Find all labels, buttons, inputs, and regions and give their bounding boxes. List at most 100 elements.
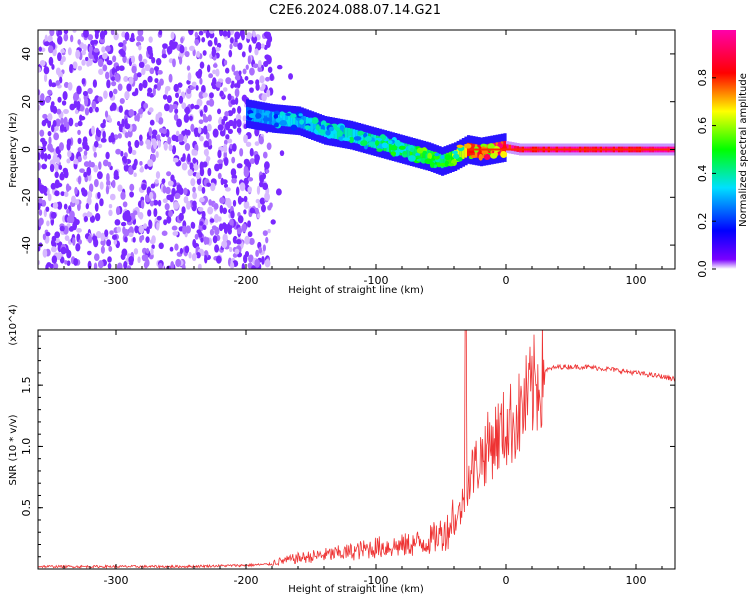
noise-speck [219,90,224,97]
noise-speck [77,120,83,127]
noise-speck [241,262,246,269]
signal-blob [452,150,458,155]
noise-speck [97,96,103,103]
x-tick-label: 100 [626,274,647,287]
noise-speck [177,82,183,88]
noise-speck [258,136,264,145]
noise-speck [230,37,234,44]
noise-speck [138,61,145,69]
noise-speck [255,249,259,258]
noise-speck [60,191,65,197]
noise-speck [53,132,60,141]
noise-speck [98,161,102,170]
signal-blob [290,113,297,119]
noise-speck [223,139,228,146]
noise-speck [151,129,158,136]
signal-blob [434,154,440,160]
signal-band-core [363,132,367,146]
noise-speck [38,66,41,73]
noise-speck [143,223,148,229]
noise-speck [118,105,123,113]
noise-speck [62,91,68,101]
noise-speck [197,206,204,212]
noise-speck [51,235,57,242]
noise-speck [178,212,184,222]
noise-speck [161,53,168,59]
noise-speck [124,91,130,100]
noise-speck [183,196,189,204]
noise-speck [93,178,99,188]
noise-speck [190,103,195,110]
colorbar-ticks: 0.0 0.2 0.4 0.6 0.8 [696,69,716,278]
noise-speck [117,133,122,139]
noise-speck [225,67,230,74]
noise-speck [207,206,214,215]
noise-speck [138,225,145,234]
noise-speck [47,193,52,202]
noise-speck [219,129,226,137]
noise-speck [120,253,126,260]
noise-speck [247,80,254,85]
noise-speck [92,103,97,109]
noise-speck [221,179,228,185]
noise-speck [120,191,126,200]
noise-speck [93,262,98,269]
signal-band-core [438,153,442,168]
noise-speck [266,89,271,98]
noise-speck [42,248,48,258]
noise-speck [157,199,162,207]
noise-speck [211,48,216,58]
noise-speck [237,195,243,205]
noise-speck [45,206,50,212]
noise-speck [208,73,214,79]
noise-speck [229,218,234,226]
noise-speck [237,42,243,51]
noise-speck [234,88,240,98]
noise-speck [72,237,76,246]
colorbar-gradient [712,30,736,269]
noise-speck [59,225,65,232]
noise-speck [203,149,208,156]
noise-speck [98,68,104,75]
noise-speck [110,102,117,111]
noise-speck [208,98,215,107]
signal-band-core [451,150,455,165]
signal-blob [481,150,489,155]
noise-speck [264,192,270,201]
noise-speck [199,221,204,226]
noise-speck [185,225,192,234]
colorbar-tick-label: 0.6 [696,117,709,135]
noise-speck [239,148,244,157]
noise-speck [111,80,117,87]
noise-speck [196,50,201,58]
noise-speck [86,166,92,176]
noise-speck [158,242,164,250]
signal-blob [416,147,424,154]
noise-speck [227,30,231,39]
noise-speck [87,260,92,269]
noise-speck [58,142,64,151]
noise-speck [190,178,196,187]
noise-speck [183,134,188,144]
signal-band-core [342,127,346,141]
signal-band-core [420,147,424,162]
signal-blob [317,129,326,134]
noise-speck [175,258,182,268]
noise-speck [124,123,131,130]
noise-speck [77,39,81,45]
noise-speck [162,185,167,194]
noise-speck [97,58,104,68]
noise-speck [105,151,110,160]
noise-speck [239,182,246,192]
noise-speck [166,194,173,201]
noise-speck [244,235,250,245]
noise-speck [165,85,171,92]
noise-speck [199,135,204,142]
noise-speck [243,158,250,166]
noise-speck [109,193,116,201]
x-tick-label: -300 [104,274,129,287]
noise-speck [82,44,88,52]
noise-speck [184,50,190,58]
y-tick-label: 1.0 [20,438,33,456]
noise-speck [172,58,176,68]
